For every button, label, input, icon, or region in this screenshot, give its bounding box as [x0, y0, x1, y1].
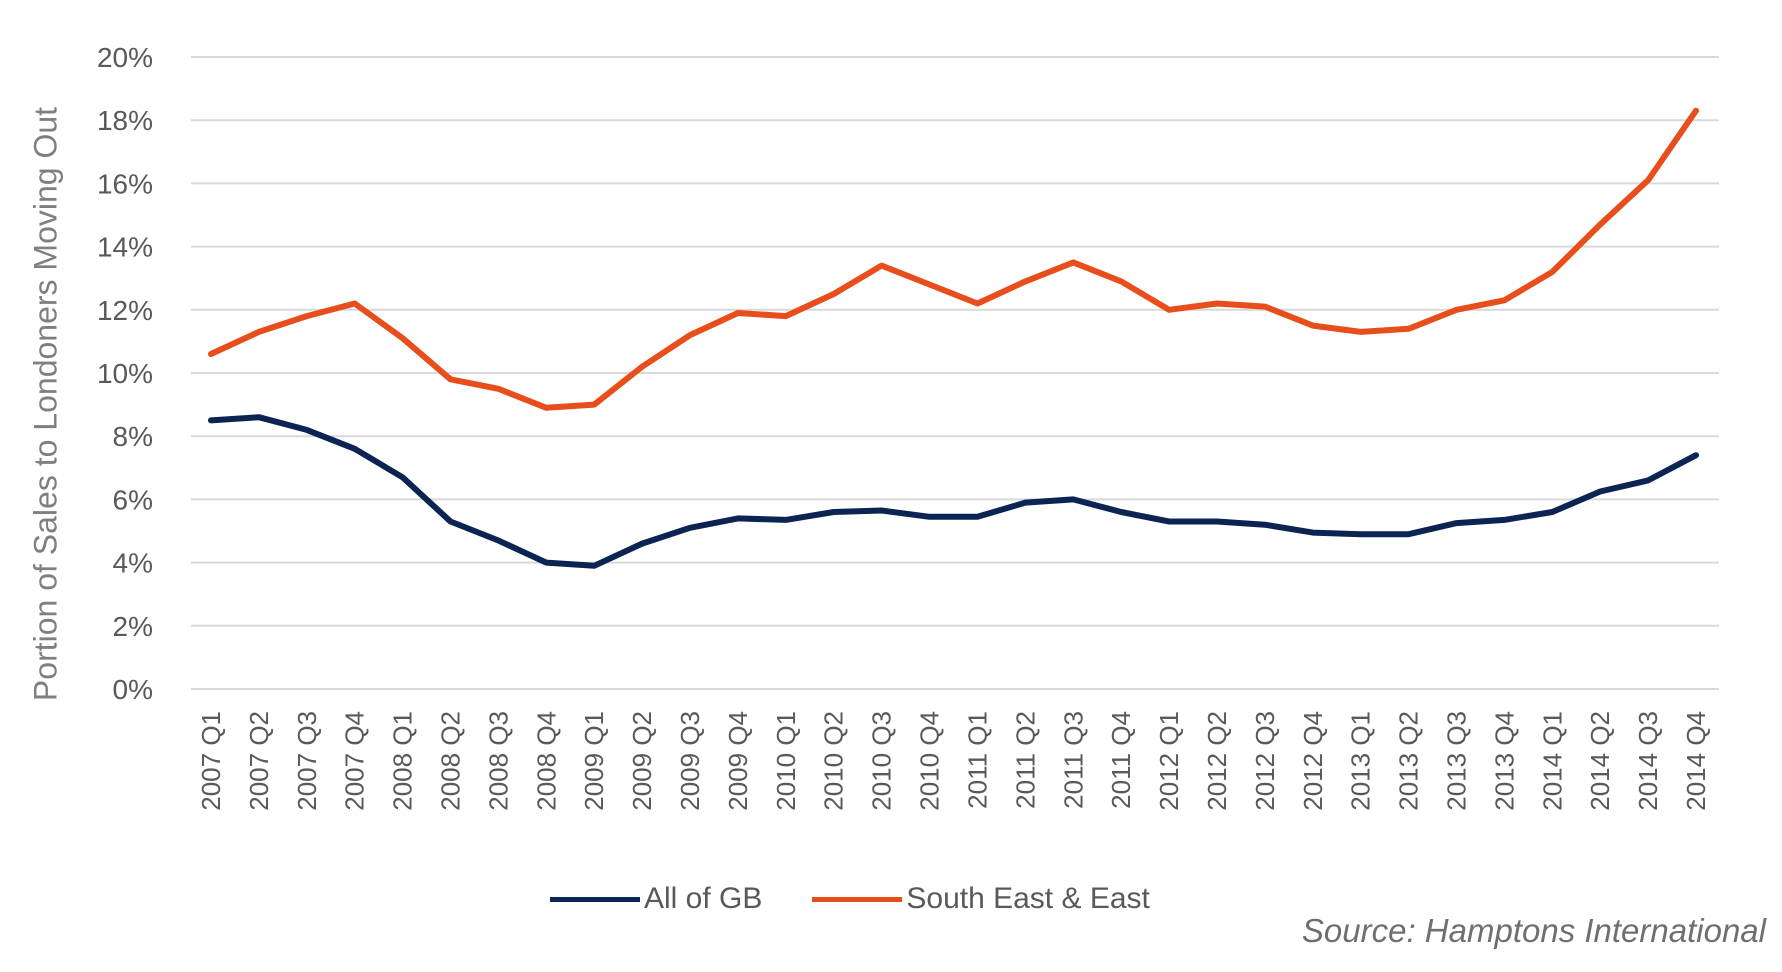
y-tick-label: 14% — [97, 232, 153, 263]
x-tick-label: 2012 Q4 — [1298, 711, 1328, 811]
legend-label: South East & East — [906, 882, 1150, 915]
legend-item-all-gb: All of GB — [550, 882, 762, 916]
x-tick-label: 2007 Q2 — [244, 711, 274, 811]
x-tick-label: 2008 Q2 — [436, 711, 466, 811]
x-tick-label: 2010 Q2 — [819, 711, 849, 811]
x-tick-label: 2014 Q1 — [1537, 711, 1567, 811]
x-tick-label: 2011 Q3 — [1058, 711, 1088, 809]
x-tick-label: 2009 Q3 — [675, 711, 705, 811]
series-line-south-east-east — [208, 107, 1699, 411]
x-tick-label: 2011 Q2 — [1010, 711, 1040, 809]
x-tick-label: 2007 Q3 — [292, 711, 322, 811]
x-tick-label: 2010 Q4 — [915, 711, 945, 811]
y-tick-label: 10% — [97, 358, 153, 389]
x-tick-label: 2007 Q4 — [340, 711, 370, 811]
x-tick-label: 2014 Q4 — [1681, 711, 1711, 811]
x-tick-label: 2009 Q4 — [723, 711, 753, 811]
x-axis-ticks: 2007 Q1 2007 Q2 2007 Q3 2007 Q4 2008 Q1 2008 … — [196, 711, 1711, 811]
x-tick-label: 2010 Q1 — [771, 711, 801, 811]
x-tick-label: 2008 Q3 — [483, 711, 513, 811]
y-tick-label: 0% — [113, 674, 153, 705]
y-tick-label: 12% — [97, 295, 153, 326]
x-tick-label: 2013 Q2 — [1394, 711, 1424, 811]
x-tick-label: 2014 Q3 — [1633, 711, 1663, 811]
y-axis-ticks: 0% 2% 4% 6% 8% 10% 12% 14% 16% 18% 20% — [97, 42, 153, 705]
y-tick-label: 18% — [97, 105, 153, 136]
legend-item-south-east: South East & East — [812, 882, 1150, 916]
source-note: Source: Hamptons International — [1301, 912, 1766, 949]
legend-swatch — [812, 896, 903, 902]
x-tick-label: 2007 Q1 — [196, 711, 226, 811]
series-lines — [208, 107, 1699, 569]
x-tick-label: 2008 Q1 — [388, 711, 418, 811]
x-tick-label: 2012 Q3 — [1250, 711, 1280, 811]
x-tick-label: 2008 Q4 — [531, 711, 561, 811]
y-tick-label: 20% — [97, 42, 153, 73]
y-tick-label: 8% — [113, 421, 153, 452]
x-tick-label: 2011 Q1 — [962, 711, 992, 809]
x-tick-label: 2011 Q4 — [1106, 711, 1136, 809]
x-tick-label: 2009 Q2 — [627, 711, 657, 811]
legend: All of GB South East & East — [550, 882, 1200, 916]
x-tick-label: 2013 Q1 — [1346, 711, 1376, 811]
y-tick-label: 4% — [113, 548, 153, 579]
x-tick-label: 2014 Q2 — [1585, 711, 1615, 811]
x-tick-label: 2013 Q3 — [1441, 711, 1471, 811]
y-axis-label: Portion of Sales to Londoners Moving Out — [27, 106, 64, 702]
gridlines — [191, 56, 1719, 690]
legend-label: All of GB — [644, 882, 763, 915]
x-tick-label: 2012 Q1 — [1154, 711, 1184, 811]
legend-swatch — [550, 896, 640, 902]
x-tick-label: 2013 Q4 — [1489, 711, 1519, 811]
y-tick-label: 6% — [113, 484, 153, 515]
series-line-all-gb — [208, 414, 1699, 569]
x-tick-label: 2012 Q2 — [1202, 711, 1232, 811]
y-tick-label: 2% — [113, 611, 153, 642]
y-tick-label: 16% — [97, 168, 153, 199]
x-tick-label: 2010 Q3 — [867, 711, 897, 811]
x-tick-label: 2009 Q1 — [579, 711, 609, 811]
